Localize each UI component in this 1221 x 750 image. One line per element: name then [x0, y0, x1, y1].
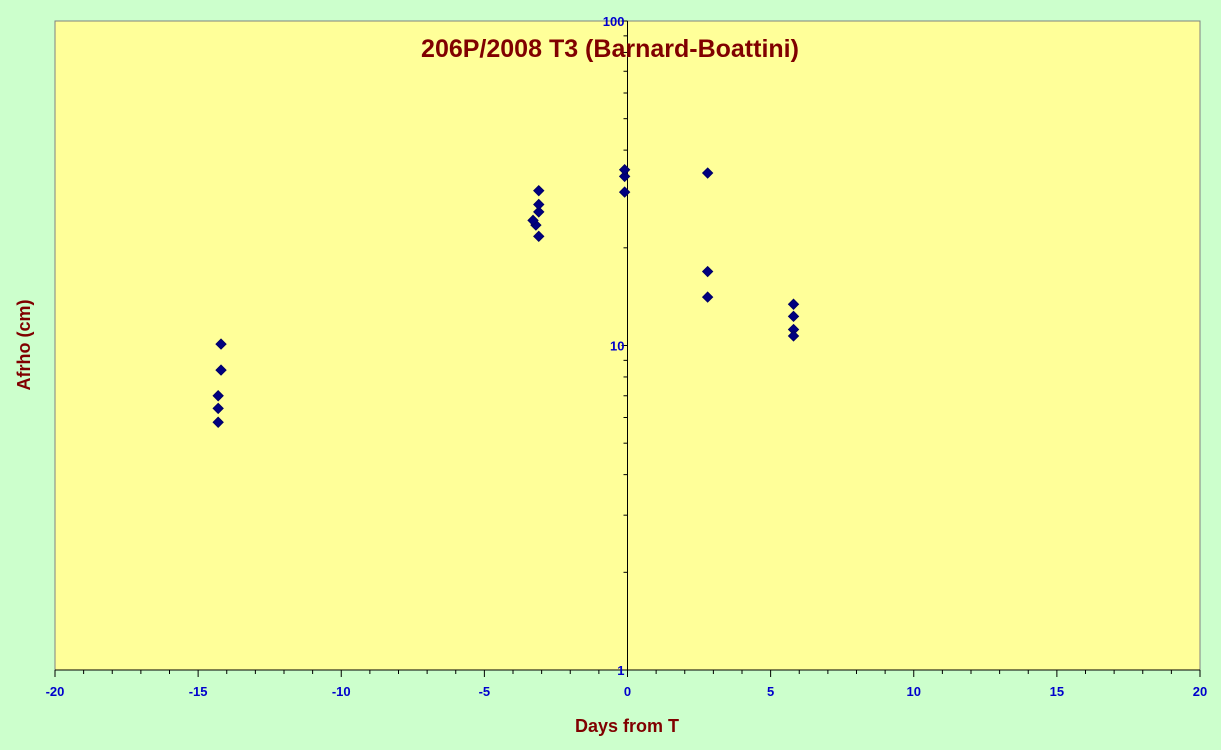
x-tick-label: -20 [46, 684, 65, 699]
x-tick-label: -5 [479, 684, 491, 699]
x-tick-label: -15 [189, 684, 208, 699]
y-tick-label: 100 [603, 14, 625, 29]
data-point [212, 390, 224, 402]
data-point [618, 170, 631, 183]
data-point [215, 364, 227, 376]
data-point [701, 265, 714, 278]
y-axis-label: Afrho (cm) [14, 300, 34, 391]
data-point [533, 184, 545, 197]
data-point [212, 416, 224, 428]
data-point [787, 330, 800, 342]
x-tick-label: -10 [332, 684, 351, 699]
x-tick-label: 15 [1050, 684, 1064, 699]
data-point [533, 198, 545, 211]
y-tick-label: 10 [610, 339, 624, 354]
data-point [533, 230, 545, 243]
x-axis-label: Days from T [575, 716, 679, 736]
x-tick-label: 10 [907, 684, 921, 699]
y-tick-label: 1 [617, 663, 624, 678]
data-point [215, 338, 227, 350]
data-point [701, 291, 714, 303]
x-tick-label: 0 [624, 684, 631, 699]
chart-title: 206P/2008 T3 (Barnard-Boattini) [421, 35, 799, 63]
data-point [212, 402, 224, 415]
data-point [787, 298, 800, 310]
data-point [701, 167, 714, 179]
data-point [787, 310, 800, 323]
data-points [212, 164, 800, 428]
ticks: -20 -15 -10 -5 0 5 10 15 20 1 10 100 [46, 14, 1208, 699]
data-point [618, 164, 631, 176]
x-tick-label: 20 [1193, 684, 1207, 699]
data-point [533, 206, 545, 218]
data-point [618, 186, 631, 198]
data-point [527, 214, 539, 227]
x-tick-label: 5 [767, 684, 774, 699]
